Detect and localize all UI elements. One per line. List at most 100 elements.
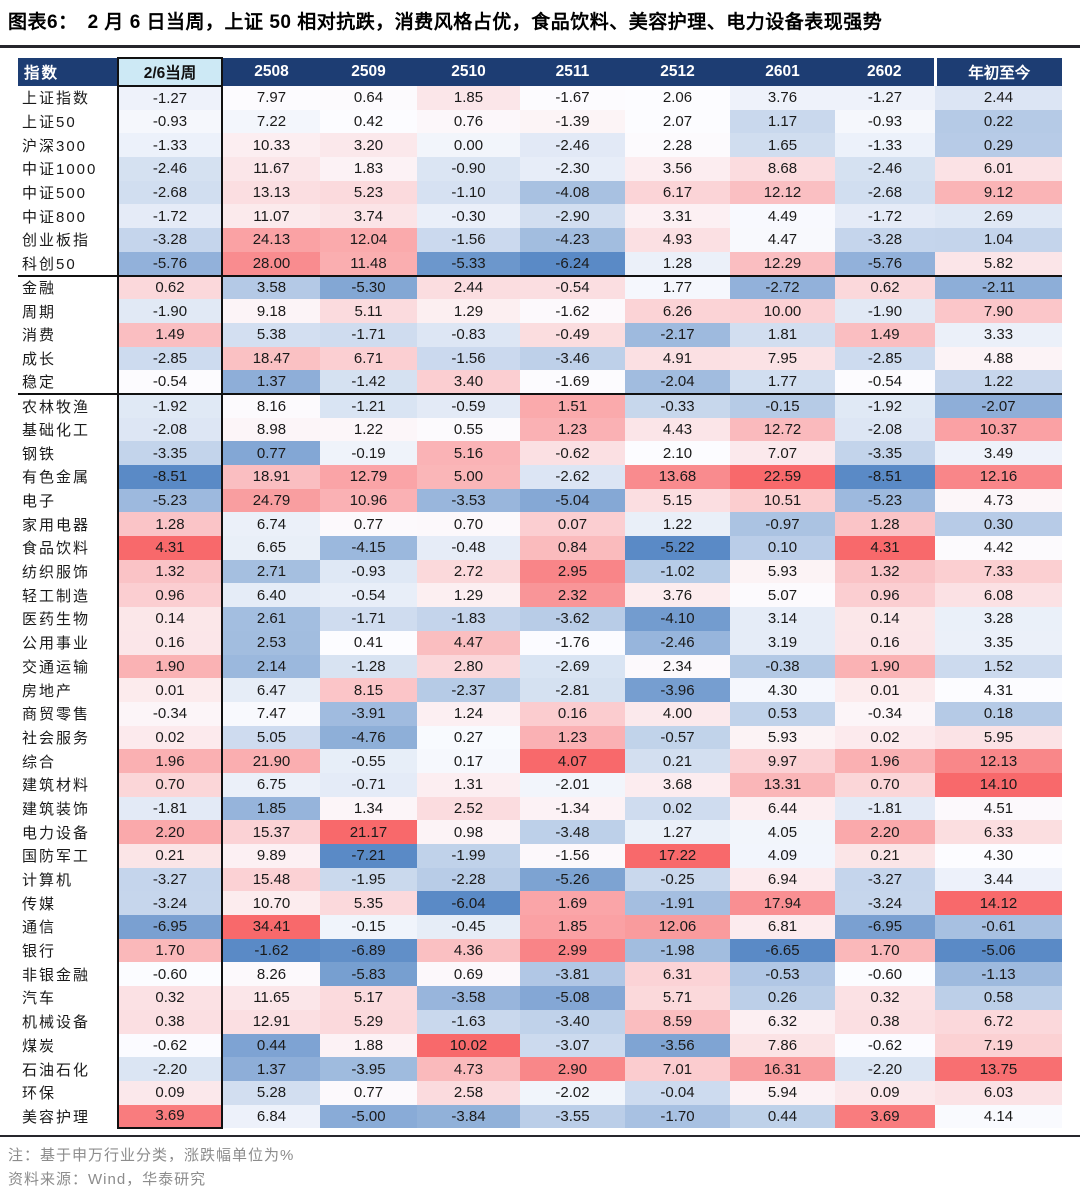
row-label: 国防军工 [18, 844, 118, 868]
value-cell: 11.67 [222, 157, 320, 181]
table-row: 中证800 -1.72 11.07 3.74 -0.30 -2.90 3.31 4.49 -1.… [18, 204, 1062, 229]
row-label: 机械设备 [18, 1009, 118, 1034]
value-cell: 0.84 [520, 536, 625, 560]
value-cell: 0.18 [935, 701, 1062, 726]
value-cell: -1.10 [417, 180, 520, 205]
value-cell: 12.16 [935, 465, 1062, 489]
figure-number-label: 图表6： [8, 12, 78, 33]
table-row: 美容护理 3.69 6.84 -5.00 -3.84 -3.55 -1.70 0.44 3.69… [18, 1104, 1062, 1130]
value-cell: -0.60 [117, 962, 223, 987]
title-divider-rule [0, 45, 1080, 48]
value-cell: 1.32 [117, 559, 223, 584]
value-cell: 28.00 [222, 251, 320, 277]
value-cell: 6.71 [320, 346, 417, 371]
row-label: 农林牧渔 [18, 393, 118, 418]
row-label: 中证800 [18, 204, 118, 229]
value-cell: 2.95 [520, 559, 625, 584]
value-cell: 0.62 [117, 275, 223, 300]
value-cell: -0.54 [117, 370, 223, 395]
value-cell: 0.62 [835, 275, 935, 300]
value-cell: -0.83 [417, 322, 520, 347]
value-cell: 4.30 [730, 678, 835, 702]
column-header-2511: 2511 [520, 58, 625, 86]
table-row: 成长 -2.85 18.47 6.71 -1.56 -3.46 4.91 7.95 -2.85 4… [18, 346, 1062, 371]
value-cell: 13.31 [730, 772, 835, 797]
value-cell: 3.69 [117, 1104, 223, 1130]
value-cell: -2.20 [835, 1057, 935, 1081]
value-cell: 0.01 [835, 678, 935, 702]
value-cell: 2.20 [117, 820, 223, 844]
value-cell: 5.23 [320, 180, 417, 205]
value-cell: -1.62 [520, 299, 625, 323]
value-cell: 1.22 [625, 512, 730, 537]
value-cell: -0.33 [625, 393, 730, 418]
row-label: 商贸零售 [18, 701, 118, 726]
value-cell: 4.91 [625, 346, 730, 371]
value-cell: -6.95 [117, 915, 223, 939]
value-cell: 6.94 [730, 867, 835, 892]
value-cell: -1.83 [417, 607, 520, 631]
value-cell: 3.40 [417, 370, 520, 395]
table-row: 稳定 -0.54 1.37 -1.42 3.40 -1.69 -2.04 1.77 -0.54 1… [18, 370, 1062, 395]
value-cell: -2.01 [520, 772, 625, 797]
value-cell: -3.46 [520, 346, 625, 371]
value-cell: -3.28 [835, 228, 935, 252]
value-cell: 12.72 [730, 417, 835, 442]
value-cell: -0.54 [520, 275, 625, 300]
value-cell: -1.76 [520, 630, 625, 655]
value-cell: 3.33 [935, 322, 1062, 347]
value-cell: 1.37 [222, 370, 320, 395]
value-cell: -0.59 [417, 393, 520, 418]
table-row: 创业板指 -3.28 24.13 12.04 -1.56 -4.23 4.93 4.47 -3.… [18, 228, 1062, 252]
table-row: 消费 1.49 5.38 -1.71 -0.83 -0.49 -2.17 1.81 1.49 3.… [18, 322, 1062, 347]
value-cell: 1.28 [625, 251, 730, 277]
value-cell: 10.51 [730, 488, 835, 513]
value-cell: 1.52 [935, 654, 1062, 679]
value-cell: -0.93 [117, 109, 223, 134]
value-cell: -5.06 [935, 938, 1062, 963]
value-cell: -0.19 [320, 441, 417, 465]
row-label: 电力设备 [18, 820, 118, 844]
column-header-2510: 2510 [417, 58, 520, 86]
value-cell: 7.19 [935, 1033, 1062, 1058]
value-cell: 24.13 [222, 228, 320, 252]
value-cell: 9.12 [935, 180, 1062, 205]
value-cell: -1.72 [835, 204, 935, 229]
row-label: 计算机 [18, 867, 118, 892]
value-cell: 1.22 [935, 370, 1062, 395]
value-cell: 0.16 [835, 630, 935, 655]
value-cell: 5.35 [320, 891, 417, 916]
value-cell: -1.92 [835, 393, 935, 418]
header-row: 指数 2/6当周 2508 2509 2510 2511 2512 2601 2602 年初至今 [18, 57, 1062, 87]
value-cell: -6.89 [320, 938, 417, 963]
value-cell: 0.32 [835, 986, 935, 1010]
table-row: 中证1000 -2.46 11.67 1.83 -0.90 -2.30 3.56 8.68 -2… [18, 157, 1062, 181]
table-row: 环保 0.09 5.28 0.77 2.58 -2.02 -0.04 5.94 0.09 6.03 [18, 1080, 1062, 1105]
value-cell: 1.77 [730, 370, 835, 395]
value-cell: 12.91 [222, 1009, 320, 1034]
value-cell: 4.43 [625, 417, 730, 442]
value-cell: 10.00 [730, 299, 835, 323]
value-cell: 0.21 [835, 844, 935, 868]
row-label: 通信 [18, 915, 118, 939]
value-cell: -5.23 [835, 488, 935, 513]
value-cell: 2.53 [222, 630, 320, 655]
value-cell: -2.46 [117, 157, 223, 181]
value-cell: 0.29 [935, 133, 1062, 158]
value-cell: 5.11 [320, 299, 417, 323]
value-cell: 0.64 [320, 86, 417, 110]
value-cell: 12.12 [730, 180, 835, 205]
value-cell: -3.27 [117, 867, 223, 892]
value-cell: -0.61 [935, 915, 1062, 939]
table-row: 房地产 0.01 6.47 8.15 -2.37 -2.81 -3.96 4.30 0.01 4.… [18, 678, 1062, 702]
value-cell: -3.58 [417, 986, 520, 1010]
source-note: 资料来源：Wind，华泰研究 [8, 1171, 207, 1189]
table-row: 科创50 -5.76 28.00 11.48 -5.33 -6.24 1.28 12.29 -5… [18, 251, 1062, 277]
value-cell: -0.49 [520, 322, 625, 347]
value-cell: 0.16 [117, 630, 223, 655]
value-cell: -0.60 [835, 962, 935, 987]
value-cell: -1.56 [520, 844, 625, 868]
value-cell: 1.28 [117, 512, 223, 537]
value-cell: -2.30 [520, 157, 625, 181]
value-cell: 3.31 [625, 204, 730, 229]
